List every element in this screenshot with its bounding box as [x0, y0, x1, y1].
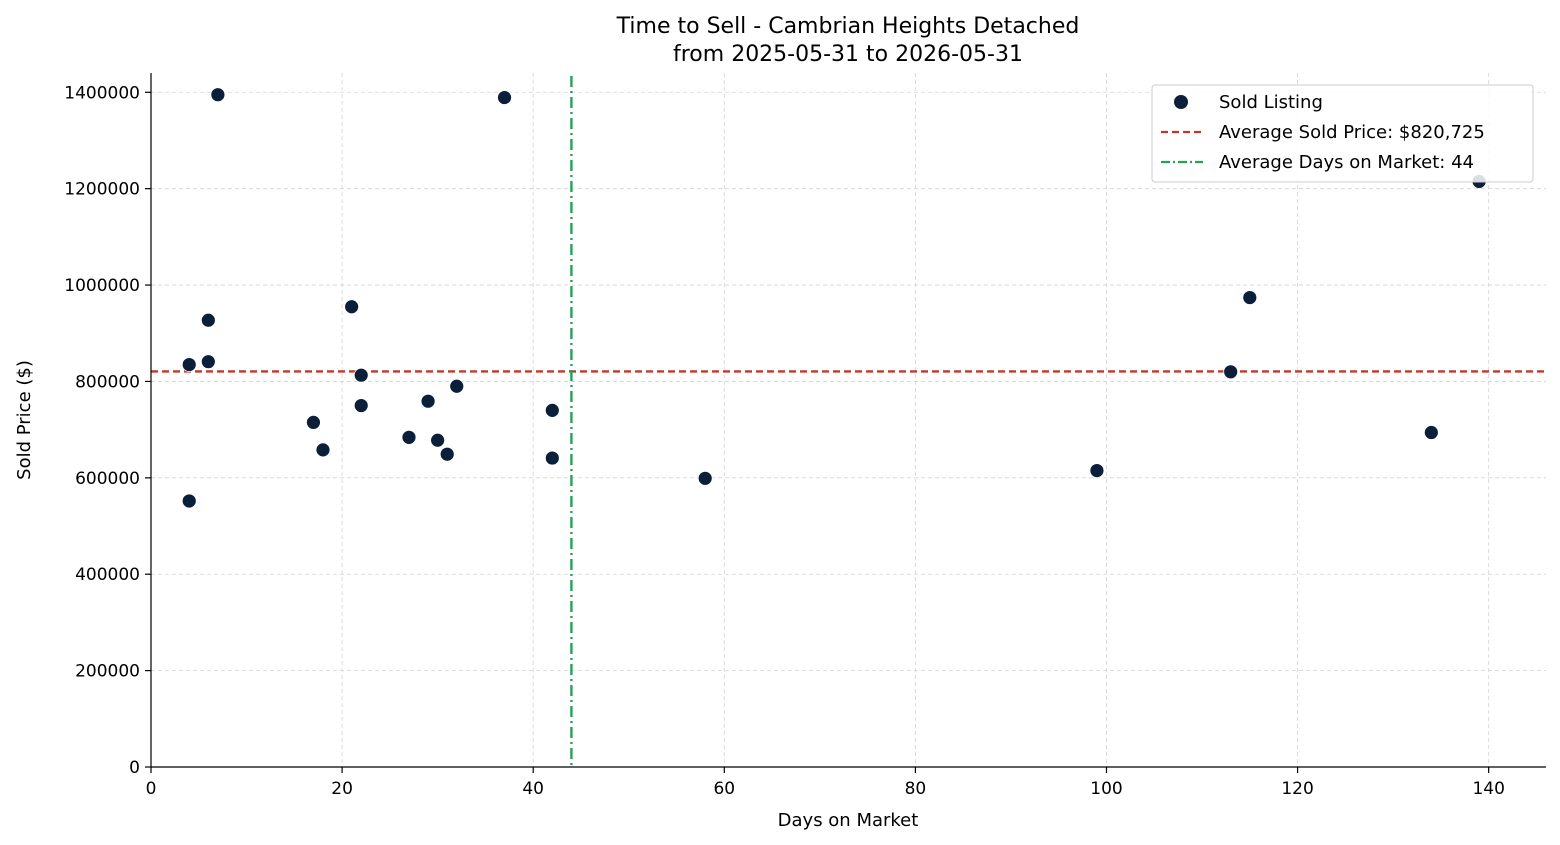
chart-title: Time to Sell - Cambrian Heights Detached	[616, 14, 1080, 39]
legend: Sold Listing Average Sold Price: $820,72…	[1151, 84, 1534, 183]
data-point	[497, 90, 512, 105]
data-point	[544, 402, 560, 418]
x-tick-label: 40	[522, 779, 544, 799]
data-point	[353, 367, 369, 383]
data-point	[439, 446, 455, 462]
x-tick-label: 120	[1281, 779, 1313, 799]
legend-label-avg-price: Average Sold Price: $820,725	[1219, 122, 1485, 143]
data-point	[1242, 290, 1258, 305]
y-tick-label: 600000	[75, 469, 140, 489]
legend-box	[1151, 84, 1534, 183]
data-point	[306, 415, 321, 430]
grid-lines	[151, 73, 1546, 767]
data-point	[1223, 364, 1239, 380]
axis-ticks: 0 20 40 60 80 100 120 140 0 200000 400000 600000 800…	[64, 83, 1505, 799]
data-point	[181, 357, 197, 372]
data-point	[353, 398, 369, 413]
data-points	[181, 87, 1487, 509]
y-tick-label: 1400000	[64, 83, 140, 103]
data-point	[210, 87, 226, 103]
x-tick-label: 140	[1472, 779, 1504, 799]
data-point	[1423, 425, 1439, 440]
x-axis-label: Days on Market	[778, 810, 919, 831]
data-point	[430, 432, 446, 448]
data-point	[449, 378, 465, 394]
data-point	[544, 450, 560, 466]
chart-subtitle: from 2025-05-31 to 2026-05-31	[673, 42, 1023, 67]
legend-marker-sold-listing	[1174, 95, 1188, 109]
x-tick-label: 80	[905, 779, 927, 799]
legend-label-avg-days: Average Days on Market: 44	[1219, 152, 1474, 173]
y-tick-label: 1000000	[64, 276, 140, 296]
x-tick-label: 0	[146, 779, 157, 799]
x-tick-label: 100	[1090, 779, 1122, 799]
data-point	[200, 312, 216, 328]
y-tick-label: 800000	[75, 372, 140, 392]
data-point	[200, 354, 216, 370]
y-tick-label: 200000	[75, 662, 140, 682]
data-point	[344, 299, 360, 315]
data-point	[697, 470, 713, 486]
data-point	[1089, 463, 1105, 479]
y-tick-label: 400000	[75, 565, 140, 585]
data-point	[420, 393, 436, 409]
data-point	[315, 442, 331, 458]
reference-lines	[151, 76, 1546, 767]
legend-label-sold-listing: Sold Listing	[1219, 92, 1323, 113]
y-tick-label: 0	[129, 758, 140, 778]
y-tick-label: 1200000	[64, 180, 140, 200]
data-point	[401, 429, 417, 445]
x-tick-label: 20	[331, 779, 353, 799]
x-tick-label: 60	[713, 779, 735, 799]
y-axis-label: Sold Price ($)	[14, 360, 35, 480]
data-point	[181, 493, 197, 509]
